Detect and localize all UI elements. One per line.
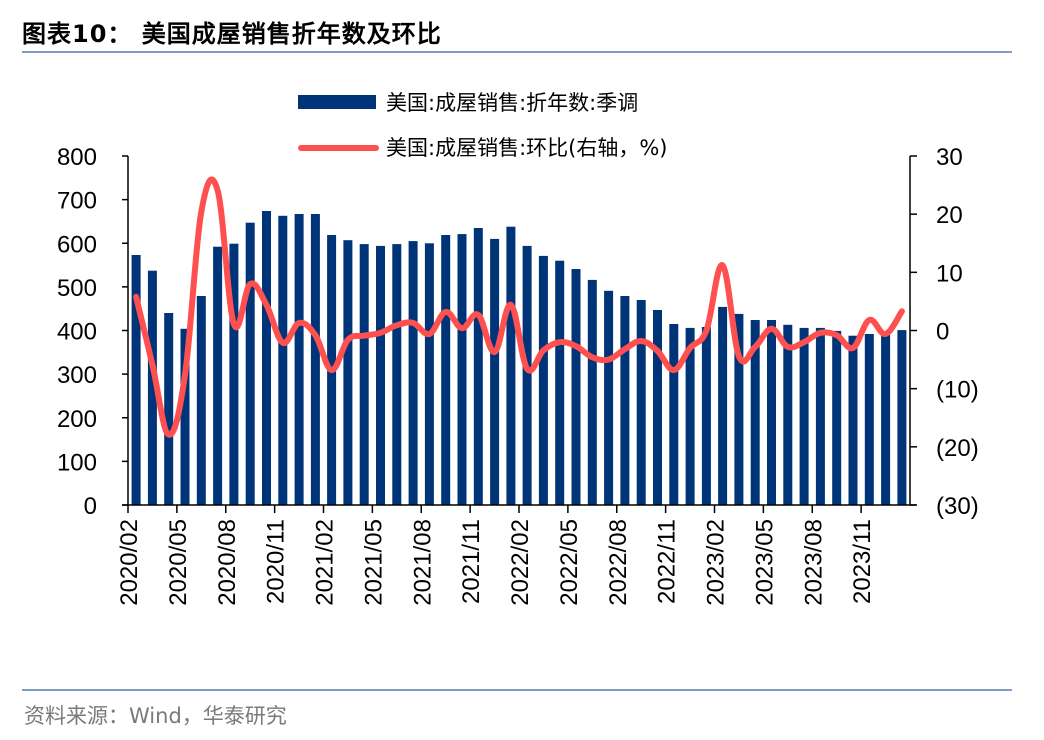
x-tick-label: 2022/11 [654, 519, 681, 604]
x-tick-label: 2023/02 [703, 519, 730, 606]
bar-2020/03 [147, 270, 157, 505]
right-tick-label: 30 [936, 144, 963, 171]
bar-2023/12 [881, 334, 891, 505]
x-tick-label: 2020/08 [214, 519, 241, 606]
x-tick-label: 2020/11 [263, 519, 290, 604]
right-tick-label: 10 [936, 260, 963, 287]
bar-2022/08 [620, 296, 630, 505]
figure-title: 图表10： 美国成屋销售折年数及环比 [22, 20, 442, 48]
bar-2022/06 [587, 279, 597, 505]
bar-2023/09 [832, 330, 842, 505]
bar-2020/10 [262, 211, 271, 505]
x-tick-label: 2021/08 [409, 519, 436, 606]
bar-2020/12 [294, 214, 304, 505]
x-tick-label: 2023/11 [849, 519, 876, 604]
bar-2021/09 [441, 235, 451, 505]
bar-2021/12 [490, 238, 500, 505]
bar-2022/07 [604, 290, 614, 505]
bar-2023/11 [864, 334, 874, 505]
bar-2021/04 [359, 244, 369, 505]
x-tick-label: 2023/08 [800, 519, 827, 606]
bar-2022/05 [571, 269, 581, 505]
bar-2022/10 [653, 310, 662, 505]
bar-2023/10 [848, 335, 858, 505]
left-tick-label: 100 [57, 449, 97, 476]
left-tick-label: 200 [57, 406, 97, 433]
legend: 美国:成屋销售:折年数:季调 美国:成屋销售:环比(右轴，%) [298, 91, 668, 160]
x-tick-label: 2020/05 [165, 519, 192, 606]
source-note: 资料来源：Wind，华泰研究 [24, 704, 287, 728]
x-tick-label: 2022/08 [605, 519, 632, 606]
bar-2023/08 [815, 327, 825, 505]
x-tick-label: 2023/05 [751, 519, 778, 606]
right-tick-label: (30) [936, 493, 979, 520]
bar-2024/01 [897, 330, 907, 505]
x-tick-label: 2021/02 [312, 519, 339, 606]
bar-2020/04 [164, 313, 174, 505]
right-tick-label: 20 [936, 202, 963, 229]
legend-bar-label: 美国:成屋销售:折年数:季调 [386, 91, 638, 115]
left-tick-label: 500 [57, 275, 97, 302]
bar-2021/07 [408, 241, 418, 505]
x-tick-label: 2022/02 [507, 519, 534, 606]
right-tick-label: (20) [936, 435, 979, 462]
bar-2022/12 [685, 327, 695, 505]
bar-2023/01 [701, 327, 711, 505]
bar-2021/11 [473, 228, 483, 505]
bar-2023/03 [734, 313, 744, 505]
bar-2021/06 [392, 244, 402, 505]
title-divider [22, 51, 1012, 53]
x-tick-label: 2021/11 [458, 519, 485, 604]
bar-2023/05 [767, 320, 776, 505]
left-tick-label: 700 [57, 188, 97, 215]
left-tick-label: 800 [57, 144, 97, 171]
bar-2021/05 [376, 245, 385, 505]
left-tick-label: 400 [57, 319, 97, 346]
bar-2021/01 [310, 214, 320, 505]
bar-2022/11 [669, 324, 679, 505]
axes: 0 100 200 300 400 500 600 700 800 (30) (20) (10) 0 10… [57, 144, 979, 606]
line-series [133, 176, 905, 438]
chart: 美国:成屋销售:折年数:季调 美国:成屋销售:环比(右轴，%) 01002003… [57, 91, 979, 606]
x-tick-label: 2022/05 [556, 519, 583, 606]
x-tick-label: 2020/02 [116, 519, 143, 606]
bar-2023/07 [799, 327, 809, 505]
bar-2022/02 [522, 245, 532, 505]
bar-2020/07 [213, 246, 223, 505]
x-tick-label: 2021/05 [360, 519, 387, 606]
bar-2021/03 [343, 240, 353, 505]
bar-2022/03 [538, 255, 548, 505]
bar-2020/09 [245, 222, 255, 505]
footer-divider [22, 689, 1012, 691]
left-tick-label: 600 [57, 231, 97, 258]
bar-2023/02 [718, 306, 728, 505]
bar-2023/06 [783, 324, 793, 505]
bar-series [131, 211, 907, 506]
bar-2022/09 [636, 300, 646, 505]
bar-2021/08 [424, 243, 434, 506]
right-tick-label: 0 [936, 319, 949, 346]
left-tick-label: 300 [57, 362, 97, 389]
bar-2022/04 [555, 260, 565, 505]
legend-bar-swatch [298, 95, 376, 109]
legend-line-label: 美国:成屋销售:环比(右轴，%) [386, 136, 668, 160]
left-tick-label: 0 [84, 493, 97, 520]
bar-2020/02 [131, 255, 141, 505]
bar-2023/04 [750, 320, 760, 505]
bar-2020/05 [180, 328, 190, 505]
bar-2020/08 [229, 243, 239, 505]
right-tick-label: (10) [936, 377, 979, 404]
bar-2021/10 [457, 234, 467, 505]
bar-2020/11 [278, 215, 288, 506]
bar-2022/01 [506, 226, 516, 505]
bar-2020/06 [196, 296, 206, 505]
